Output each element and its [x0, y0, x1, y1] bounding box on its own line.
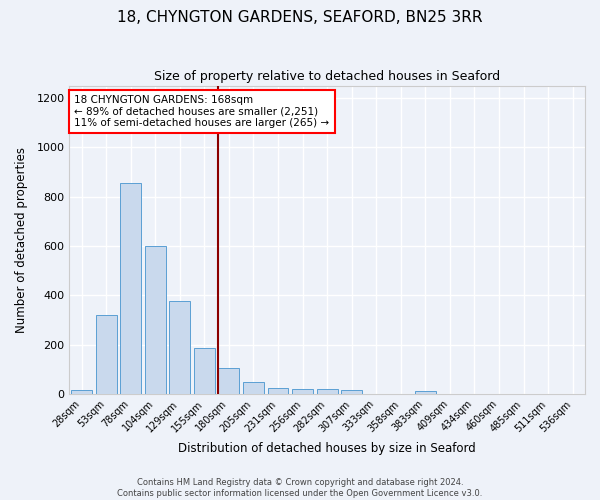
Text: 18, CHYNGTON GARDENS, SEAFORD, BN25 3RR: 18, CHYNGTON GARDENS, SEAFORD, BN25 3RR [117, 10, 483, 25]
Text: Contains HM Land Registry data © Crown copyright and database right 2024.
Contai: Contains HM Land Registry data © Crown c… [118, 478, 482, 498]
Bar [268, 388, 289, 394]
Bar [292, 389, 313, 394]
Text: 18 CHYNGTON GARDENS: 168sqm
← 89% of detached houses are smaller (2,251)
11% of : 18 CHYNGTON GARDENS: 168sqm ← 89% of det… [74, 95, 329, 128]
Bar [415, 392, 436, 394]
X-axis label: Distribution of detached houses by size in Seaford: Distribution of detached houses by size … [178, 442, 476, 455]
Y-axis label: Number of detached properties: Number of detached properties [15, 146, 28, 332]
Bar [169, 302, 190, 394]
Bar [120, 183, 141, 394]
Bar [317, 389, 338, 394]
Bar [145, 246, 166, 394]
Bar [243, 382, 264, 394]
Bar [341, 390, 362, 394]
Bar [71, 390, 92, 394]
Bar [96, 315, 116, 394]
Title: Size of property relative to detached houses in Seaford: Size of property relative to detached ho… [154, 70, 500, 83]
Bar [218, 368, 239, 394]
Bar [194, 348, 215, 394]
